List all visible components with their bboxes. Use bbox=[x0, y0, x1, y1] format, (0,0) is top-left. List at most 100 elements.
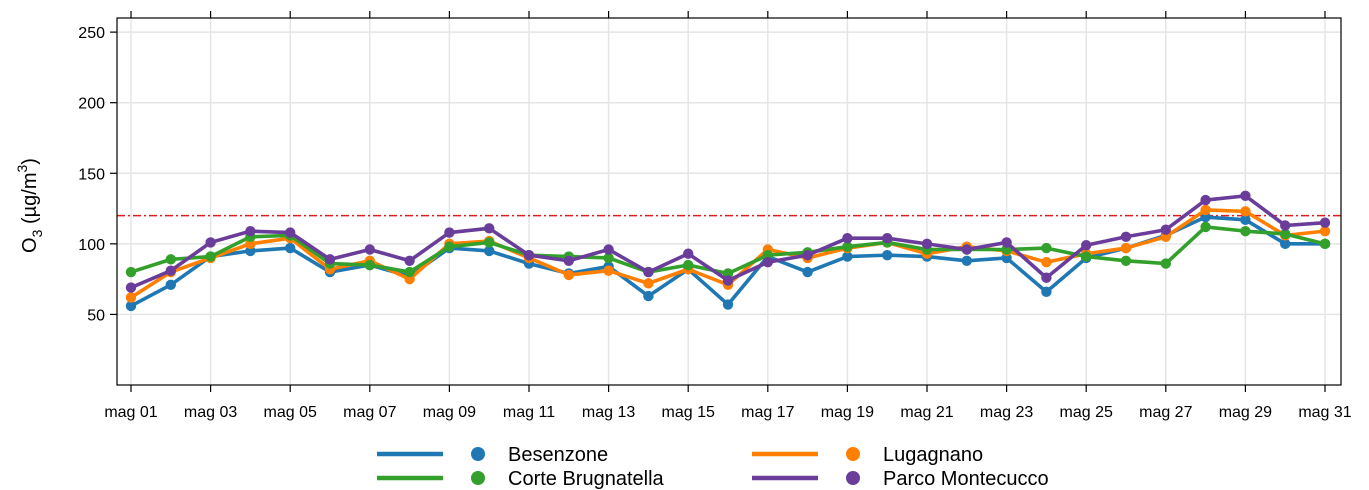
y-tick-label: 100 bbox=[78, 237, 105, 254]
data-point bbox=[1120, 242, 1132, 254]
x-tick-label: mag 25 bbox=[1060, 404, 1113, 421]
data-point bbox=[762, 256, 773, 268]
data-point bbox=[1240, 225, 1251, 237]
data-point bbox=[125, 300, 137, 312]
data-point bbox=[802, 249, 813, 261]
data-point bbox=[165, 254, 176, 265]
x-tick-label: mag 19 bbox=[821, 404, 874, 421]
data-point bbox=[484, 237, 495, 248]
axes: 50 100 150 200 250 mag 01 mag 03 mag 05 mag 07 ma… bbox=[78, 11, 1352, 421]
data-point bbox=[1319, 225, 1331, 237]
data-point bbox=[683, 259, 694, 271]
data-point bbox=[882, 249, 893, 261]
data-point bbox=[484, 223, 495, 234]
data-point bbox=[125, 282, 137, 293]
legend-point-swatch bbox=[846, 447, 860, 461]
data-point bbox=[1041, 286, 1052, 298]
data-point bbox=[1240, 190, 1251, 202]
data-point bbox=[563, 255, 574, 266]
data-point bbox=[404, 255, 415, 266]
data-point bbox=[165, 279, 176, 290]
data-point bbox=[1319, 238, 1331, 250]
data-point bbox=[1319, 217, 1331, 228]
plot-frame bbox=[116, 17, 1342, 386]
x-tick-label: mag 15 bbox=[662, 404, 715, 421]
data-point bbox=[364, 244, 375, 255]
x-tick-label: mag 23 bbox=[980, 404, 1033, 421]
data-point bbox=[722, 275, 734, 286]
x-tick-label: mag 09 bbox=[423, 404, 476, 421]
data-point bbox=[842, 233, 853, 244]
data-point bbox=[285, 227, 296, 238]
data-point bbox=[1160, 258, 1172, 269]
data-point bbox=[643, 278, 654, 289]
data-point bbox=[125, 266, 137, 278]
data-point bbox=[1200, 194, 1211, 206]
grid bbox=[117, 18, 1341, 385]
data-point bbox=[1041, 272, 1052, 283]
data-point bbox=[882, 233, 893, 244]
data-point bbox=[603, 252, 614, 264]
data-point bbox=[842, 241, 853, 252]
legend-label: Besenzone bbox=[508, 444, 608, 466]
x-tick-label: mag 07 bbox=[343, 404, 396, 421]
data-point bbox=[1081, 240, 1092, 251]
legend-item-besenzone: Besenzone bbox=[377, 444, 608, 466]
y-tick-label: 50 bbox=[87, 307, 105, 324]
legend-item-corte-brugnatella: Corte Brugnatella bbox=[377, 468, 665, 490]
data-point bbox=[921, 238, 933, 250]
data-point bbox=[643, 266, 654, 278]
legend-item-lugagnano: Lugagnano bbox=[752, 444, 983, 466]
data-point bbox=[484, 245, 495, 257]
data-point bbox=[1041, 242, 1052, 254]
y-tick-label: 250 bbox=[78, 25, 105, 42]
x-tick-label: mag 27 bbox=[1139, 404, 1192, 421]
data-point bbox=[1200, 204, 1211, 216]
data-point bbox=[523, 249, 535, 261]
x-tick-label: mag 13 bbox=[582, 404, 635, 421]
x-tick-label: mag 11 bbox=[503, 404, 555, 421]
series-parco-montecucco bbox=[125, 190, 1331, 293]
data-point bbox=[961, 244, 972, 255]
data-point bbox=[245, 225, 256, 237]
series-group bbox=[125, 190, 1331, 312]
y-axis-label-text: O3 (µg/m3) bbox=[14, 158, 45, 253]
data-point bbox=[364, 259, 375, 271]
data-point bbox=[961, 255, 972, 266]
data-point bbox=[444, 241, 455, 252]
series-lugagnano bbox=[125, 204, 1331, 303]
data-point bbox=[205, 251, 216, 262]
x-tick-label: mag 31 bbox=[1298, 404, 1351, 421]
x-tick-label: mag 01 bbox=[104, 404, 157, 421]
data-point bbox=[324, 254, 336, 265]
data-point bbox=[1160, 224, 1172, 235]
data-point bbox=[1280, 220, 1291, 231]
x-tick-label: mag 05 bbox=[264, 404, 317, 421]
data-point bbox=[285, 242, 296, 254]
x-tick-label: mag 17 bbox=[741, 404, 794, 421]
data-point bbox=[205, 237, 216, 248]
data-point bbox=[1200, 221, 1211, 233]
data-point bbox=[722, 299, 734, 310]
data-point bbox=[1120, 255, 1132, 266]
data-point bbox=[1280, 228, 1291, 240]
data-point bbox=[444, 227, 455, 238]
y-tick-label: 150 bbox=[78, 166, 105, 183]
y-axis-label: O3 (µg/m3) bbox=[14, 158, 45, 253]
legend-label: Corte Brugnatella bbox=[508, 468, 665, 490]
legend-item-parco-montecucco: Parco Montecucco bbox=[752, 468, 1049, 490]
data-point bbox=[643, 290, 654, 302]
legend-point-swatch bbox=[846, 471, 860, 485]
data-point bbox=[1001, 237, 1012, 248]
data-point bbox=[1240, 206, 1251, 217]
legend-point-swatch bbox=[471, 471, 485, 485]
data-point bbox=[842, 251, 853, 262]
x-tick-label: mag 03 bbox=[184, 404, 237, 421]
y-tick-label: 200 bbox=[78, 96, 105, 113]
data-point bbox=[1120, 231, 1132, 242]
data-point bbox=[683, 248, 694, 259]
data-point bbox=[1081, 251, 1092, 262]
data-point bbox=[1280, 238, 1291, 250]
